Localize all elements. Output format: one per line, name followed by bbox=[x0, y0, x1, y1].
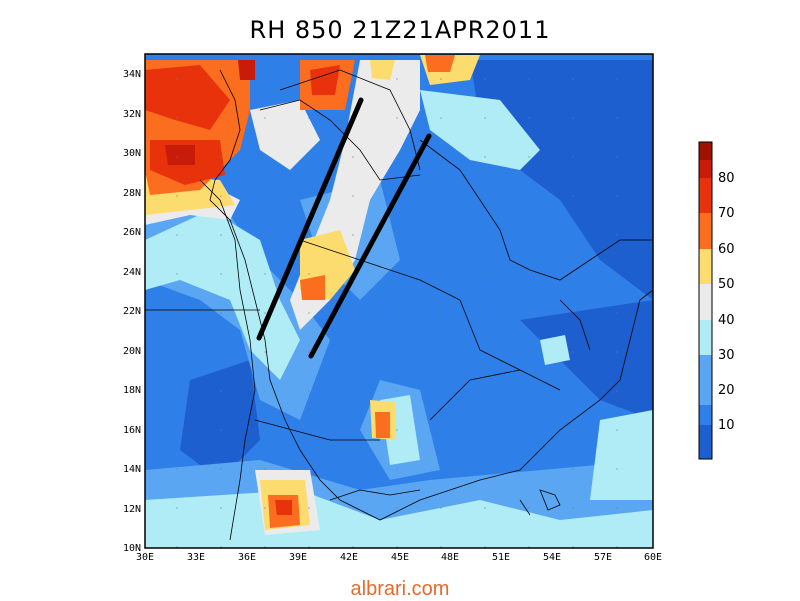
colorbar-segment bbox=[699, 178, 712, 213]
coastlines bbox=[145, 69, 654, 541]
lat-tick-label: 10N bbox=[123, 543, 141, 554]
colorbar-segment bbox=[699, 425, 712, 459]
lon-tick-label: 39E bbox=[289, 552, 307, 563]
lat-tick-label: 34N bbox=[123, 69, 141, 80]
lat-tick-label: 14N bbox=[123, 464, 141, 475]
colorbar-frame bbox=[698, 141, 713, 460]
colorbar-label: 70 bbox=[718, 206, 735, 221]
map-frame bbox=[144, 53, 654, 549]
lat-axis: 10N 12N 14N 16N 18N 20N 22N 24N 26N 28N … bbox=[123, 69, 141, 554]
lat-tick-label: 18N bbox=[123, 385, 141, 396]
lat-tick-label: 28N bbox=[123, 188, 141, 199]
lat-tick-label: 12N bbox=[123, 504, 141, 515]
annotation-lines bbox=[256, 97, 432, 359]
colorbar-segment bbox=[699, 160, 712, 178]
lon-tick-label: 45E bbox=[391, 552, 409, 563]
annotation-line-east bbox=[308, 133, 432, 359]
lat-tick-label: 26N bbox=[123, 227, 141, 238]
colorbar-segment bbox=[699, 284, 712, 320]
colorbar-label: 60 bbox=[718, 242, 735, 257]
watermark: albrari.com bbox=[350, 578, 450, 600]
colorbar-label: 40 bbox=[718, 313, 735, 328]
lat-tick-label: 22N bbox=[123, 306, 141, 317]
lon-tick-label: 57E bbox=[594, 552, 612, 563]
colorbar-segment bbox=[699, 385, 712, 405]
colorbar-segment bbox=[699, 213, 712, 249]
colorbar-label: 10 bbox=[718, 418, 735, 433]
colorbar-segment bbox=[699, 142, 712, 160]
lat-tick-label: 20N bbox=[123, 346, 141, 357]
lon-tick-label: 48E bbox=[441, 552, 459, 563]
lat-tick-label: 32N bbox=[123, 109, 141, 120]
lat-tick-label: 30N bbox=[123, 148, 141, 159]
annotation-line-west bbox=[256, 97, 364, 341]
lon-tick-label: 33E bbox=[187, 552, 205, 563]
colorbar-segment bbox=[699, 320, 712, 355]
colorbar-label: 50 bbox=[718, 277, 735, 292]
grid-dots bbox=[145, 54, 653, 548]
lon-tick-label: 51E bbox=[492, 552, 510, 563]
map-title: RH 850 21Z21APR2011 bbox=[249, 16, 551, 44]
lon-tick-label: 30E bbox=[136, 552, 154, 563]
colorbar-label: 20 bbox=[718, 383, 735, 398]
colorbar-segment bbox=[699, 355, 712, 385]
colorbar-segment bbox=[699, 405, 712, 425]
colorbar-label: 80 bbox=[718, 171, 735, 186]
lon-tick-label: 60E bbox=[644, 552, 662, 563]
lon-axis: 30E 33E 36E 39E 42E 45E 48E 51E 54E 57E … bbox=[136, 552, 662, 563]
colorbar-segment bbox=[699, 249, 712, 284]
colorbar: 10 20 30 40 50 60 70 80 bbox=[698, 141, 735, 460]
lon-tick-label: 36E bbox=[238, 552, 256, 563]
lon-tick-label: 54E bbox=[543, 552, 561, 563]
lat-tick-label: 16N bbox=[123, 425, 141, 436]
lon-tick-label: 42E bbox=[340, 552, 358, 563]
colorbar-label: 30 bbox=[718, 348, 735, 363]
lat-tick-label: 24N bbox=[123, 267, 141, 278]
